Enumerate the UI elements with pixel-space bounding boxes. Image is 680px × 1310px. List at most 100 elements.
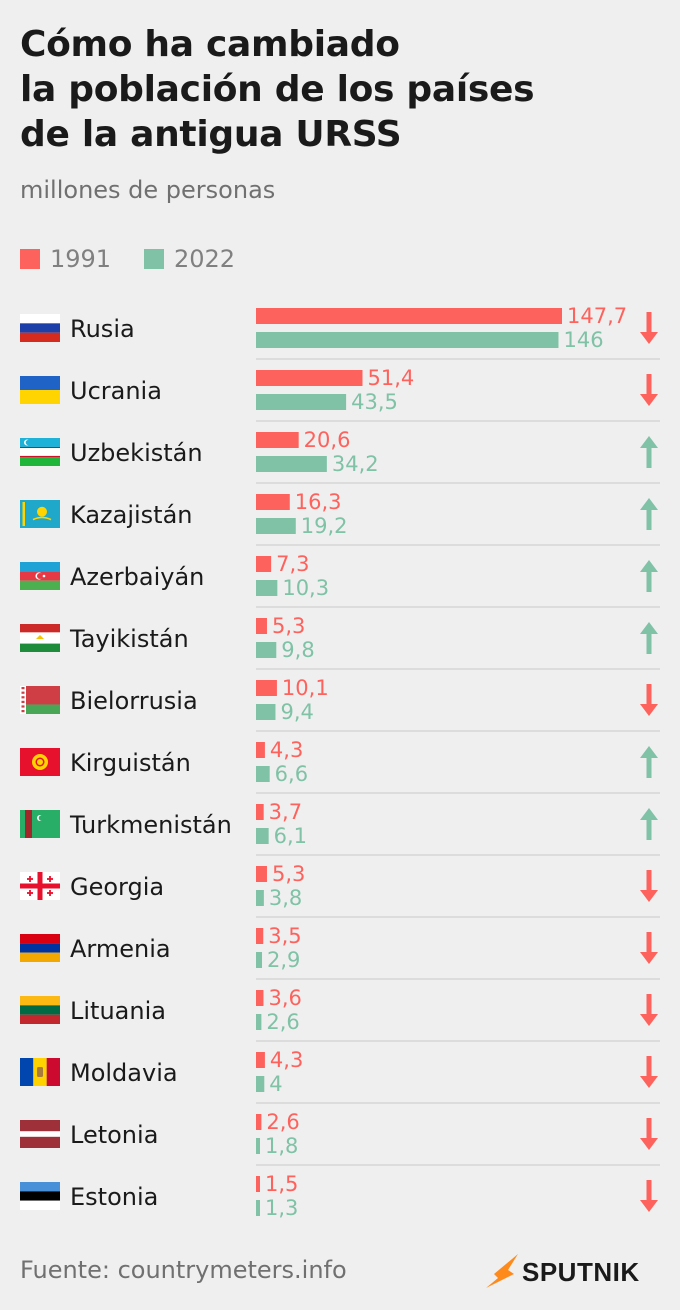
legend-label-1991: 1991: [50, 245, 112, 273]
legend-label-2022: 2022: [174, 245, 236, 273]
bar-2022: [256, 704, 276, 720]
value-label-1991: 1,5: [265, 1172, 298, 1196]
country-row-uzbekistan: Uzbekistán 20,634,2: [20, 420, 660, 476]
value-label-1991: 10,1: [282, 676, 329, 700]
arrow-up-icon: [640, 436, 658, 468]
arrow-up-icon: [640, 622, 658, 654]
bar-2022: [256, 952, 263, 968]
chart-title: Cómo ha cambiado la población de los paí…: [20, 22, 660, 157]
country-row-turkmenistan: Turkmenistán 3,76,1: [20, 792, 660, 848]
value-label-2022: 19,2: [301, 514, 348, 538]
title-line-3: de la antigua URSS: [20, 114, 402, 155]
bar-1991: [256, 308, 562, 324]
legend-swatch-2022: [144, 249, 164, 269]
arrow-up-icon: [640, 808, 658, 840]
value-label-1991: 7,3: [276, 552, 309, 576]
legend-item-1991: 1991: [20, 245, 111, 273]
value-label-1991: 5,3: [272, 614, 305, 638]
uzbekistan-flag: [20, 438, 60, 466]
bar-1991: [256, 990, 264, 1006]
bar-2022: [256, 890, 264, 906]
country-row-armenia: Armenia 3,52,9: [20, 916, 660, 972]
value-label-1991: 147,7: [567, 304, 627, 328]
value-label-2022: 2,9: [267, 948, 300, 972]
bar-2022: [256, 518, 296, 534]
value-label-1991: 20,6: [304, 428, 351, 452]
country-name: Turkmenistán: [69, 811, 232, 839]
country-name: Ucrania: [70, 377, 162, 405]
arrow-down-icon: [640, 932, 658, 964]
country-row-belarus: Bielorrusia 10,19,4: [20, 668, 660, 724]
value-label-2022: 10,3: [282, 576, 329, 600]
chart-subtitle: millones de personas: [20, 176, 276, 204]
value-label-2022: 4: [269, 1072, 282, 1096]
legend-swatch-1991: [20, 249, 40, 269]
bar-2022: [256, 642, 277, 658]
arrow-up-icon: [640, 560, 658, 592]
country-name: Rusia: [70, 315, 135, 343]
russia-flag: [20, 314, 60, 342]
country-row-georgia: Georgia 5,33,8: [20, 854, 660, 910]
value-label-2022: 6,6: [275, 762, 308, 786]
bar-2022: [256, 828, 269, 844]
kazakhstan-flag: [20, 500, 60, 528]
bar-2022: [256, 456, 327, 472]
value-label-2022: 6,1: [274, 824, 307, 848]
country-name: Armenia: [70, 935, 171, 963]
georgia-flag: [20, 872, 60, 900]
country-name: Kazajistán: [70, 501, 193, 529]
latvia-flag: [20, 1120, 60, 1148]
bar-1991: [256, 742, 265, 758]
value-label-2022: 43,5: [351, 390, 398, 414]
bar-2022: [256, 766, 270, 782]
ukraine-flag: [20, 376, 60, 404]
arrow-up-icon: [640, 746, 658, 778]
bar-2022: [256, 332, 559, 348]
value-label-1991: 3,5: [268, 924, 301, 948]
country-row-latvia: Letonia 2,61,8: [20, 1102, 660, 1158]
country-name: Lituania: [70, 997, 166, 1025]
country-name: Azerbaiyán: [70, 563, 204, 591]
bar-1991: [256, 1176, 260, 1192]
sputnik-logo-text: SPUTNIK: [522, 1257, 640, 1287]
country-name: Estonia: [70, 1183, 158, 1211]
bar-2022: [256, 1076, 265, 1092]
value-label-1991: 51,4: [367, 366, 414, 390]
belarus-flag: [20, 686, 60, 714]
value-label-1991: 16,3: [295, 490, 342, 514]
country-name: Letonia: [70, 1121, 158, 1149]
value-label-2022: 1,3: [265, 1196, 298, 1220]
country-row-ukraine: Ucrania 51,443,5: [20, 358, 660, 414]
sputnik-logo-icon: [486, 1254, 518, 1288]
value-label-1991: 4,3: [270, 738, 303, 762]
bar-2022: [256, 1014, 262, 1030]
bar-1991: [256, 1052, 265, 1068]
value-label-2022: 34,2: [332, 452, 379, 476]
value-label-2022: 2,6: [266, 1010, 299, 1034]
bar-1991: [256, 618, 267, 634]
value-label-1991: 4,3: [270, 1048, 303, 1072]
turkmenistan-flag: [20, 810, 60, 838]
arrow-down-icon: [640, 1180, 658, 1212]
country-row-estonia: Estonia 1,51,3: [20, 1164, 660, 1220]
bar-2022: [256, 580, 278, 596]
bar-2022: [256, 394, 347, 410]
bar-2022: [256, 1138, 260, 1154]
value-label-1991: 3,6: [268, 986, 301, 1010]
value-label-2022: 9,8: [281, 638, 314, 662]
bar-2022: [256, 1200, 260, 1216]
country-row-tajikistan: Tayikistán 5,39,8: [20, 606, 660, 662]
bar-1991: [256, 804, 264, 820]
arrow-up-icon: [640, 498, 658, 530]
source-note: Fuente: countrymeters.info: [20, 1256, 347, 1284]
arrow-down-icon: [640, 1056, 658, 1088]
bar-1991: [256, 866, 267, 882]
country-name: Moldavia: [70, 1059, 178, 1087]
legend-item-2022: 2022: [144, 245, 235, 273]
country-name: Georgia: [70, 873, 164, 901]
arrow-down-icon: [640, 312, 658, 344]
arrow-down-icon: [640, 1118, 658, 1150]
arrow-down-icon: [640, 994, 658, 1026]
value-label-1991: 2,6: [266, 1110, 299, 1134]
